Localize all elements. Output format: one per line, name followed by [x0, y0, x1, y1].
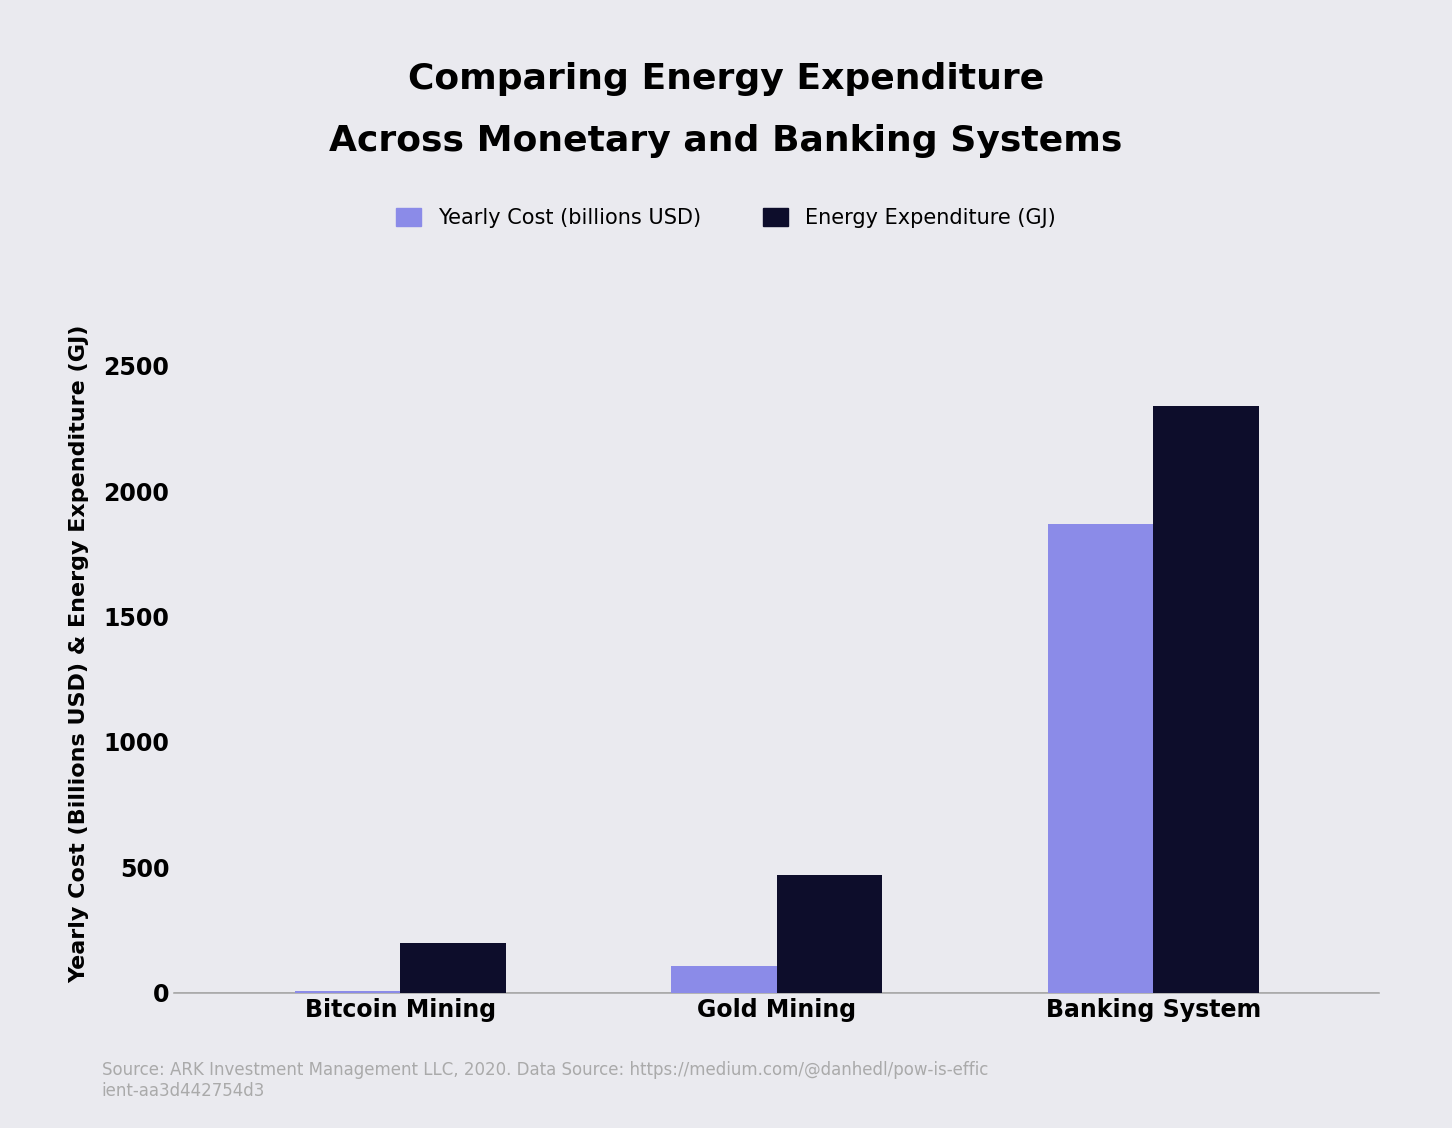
Y-axis label: Yearly Cost (Billions USD) & Energy Expenditure (GJ): Yearly Cost (Billions USD) & Energy Expe… — [70, 325, 90, 984]
Text: Comparing Energy Expenditure: Comparing Energy Expenditure — [408, 62, 1044, 96]
Text: Across Monetary and Banking Systems: Across Monetary and Banking Systems — [330, 124, 1122, 158]
Bar — [401, 943, 505, 993]
Text: Source: ARK Investment Management LLC, 2020. Data Source: https://medium.com/@da: Source: ARK Investment Management LLC, 2… — [102, 1061, 987, 1100]
Bar — [777, 875, 883, 993]
Legend: Yearly Cost (billions USD), Energy Expenditure (GJ): Yearly Cost (billions USD), Energy Expen… — [396, 208, 1056, 228]
Bar — [295, 992, 401, 993]
Bar — [1153, 406, 1259, 993]
Bar — [671, 967, 777, 993]
Bar — [1048, 523, 1153, 993]
